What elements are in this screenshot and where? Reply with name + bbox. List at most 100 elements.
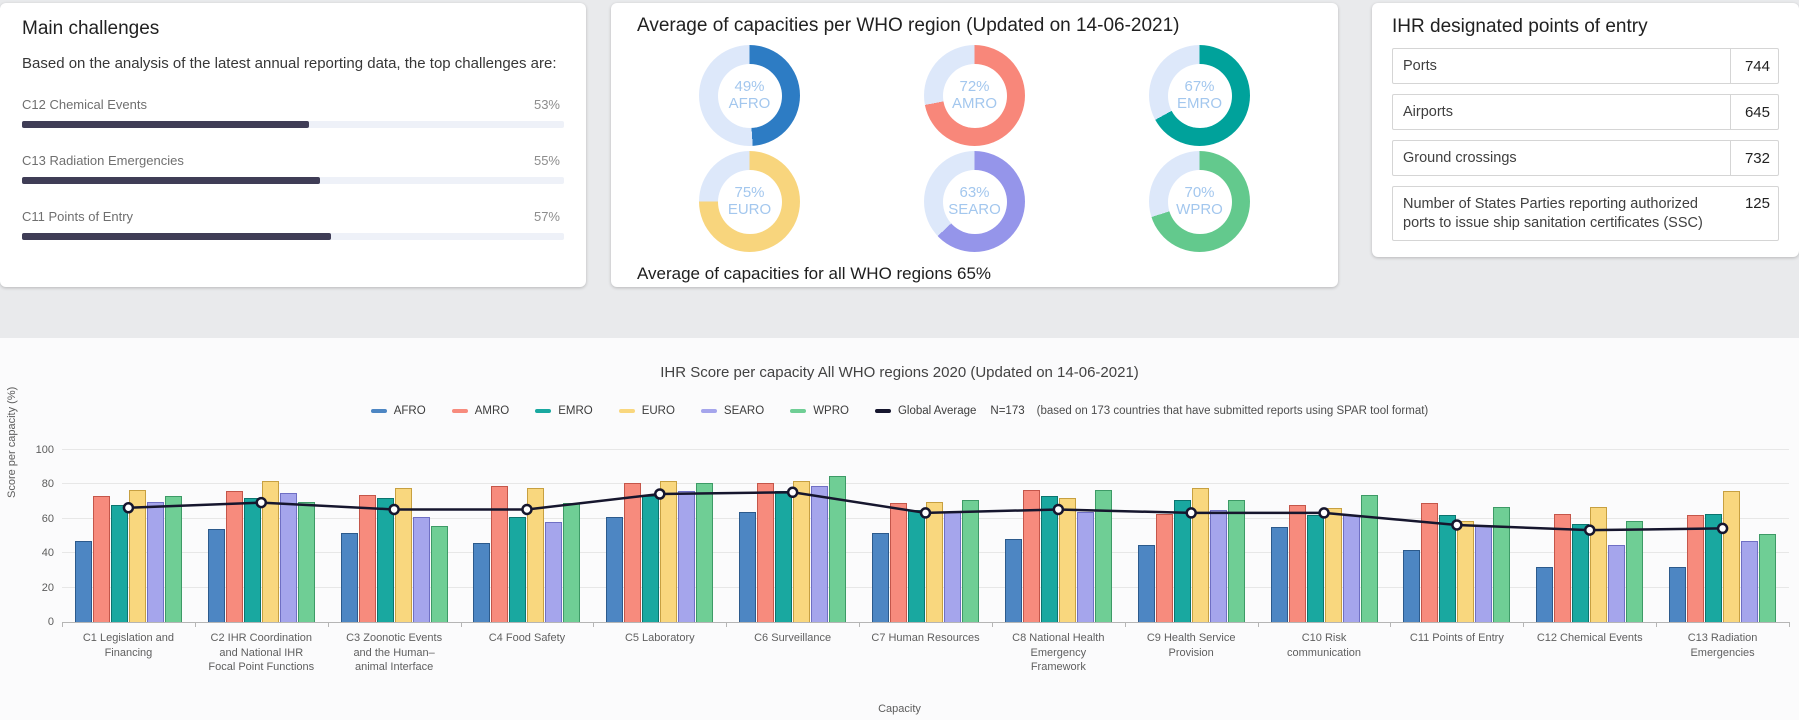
x-category-label: C12 Chemical Events	[1536, 632, 1643, 644]
bar-amro	[1554, 513, 1572, 622]
challenge-percent: 53%	[533, 97, 560, 112]
x-axis-tick	[859, 622, 861, 627]
legend-item-searo[interactable]: SEARO	[700, 405, 764, 417]
challenge-item-header: C13 Radiation Emergencies 55%	[22, 153, 564, 168]
donut-hole: 49% AFRO	[717, 63, 782, 128]
x-category-label: C2 IHR Coordination and National IHR Foc…	[208, 632, 315, 674]
bar-afro	[207, 529, 225, 622]
bar-emro	[376, 498, 394, 622]
bar-afro	[1004, 539, 1022, 622]
donut-percent-label: 67%	[1184, 77, 1215, 95]
poe-row-label: Ports	[1403, 58, 1437, 74]
bar-group	[461, 451, 594, 622]
bar-wpro	[961, 499, 979, 622]
top-panels: Main challenges Based on the analysis of…	[0, 0, 1799, 287]
legend-swatch	[451, 409, 468, 413]
x-axis-tick	[327, 622, 329, 627]
challenge-item: C11 Points of Entry 57%	[22, 209, 564, 240]
x-axis-tick	[991, 622, 993, 627]
challenge-label: C11 Points of Entry	[22, 209, 134, 224]
bar-euro	[1590, 506, 1608, 622]
x-axis-tick	[726, 622, 728, 627]
bar-emro	[907, 510, 925, 622]
legend-label: Global Average	[897, 405, 977, 417]
main-challenges-subtitle: Based on the analysis of the latest annu…	[22, 55, 557, 72]
bar-searo	[545, 522, 563, 622]
legend-label: EMRO	[558, 405, 593, 417]
bar-afro	[871, 532, 889, 622]
bar-searo	[678, 491, 696, 622]
donut-region-label: AFRO	[728, 94, 771, 112]
bar-euro	[1191, 487, 1209, 622]
x-axis-tick	[62, 622, 63, 627]
x-category-label: C3 Zoonotic Events and the Human–animal …	[346, 632, 443, 674]
bar-wpro	[829, 475, 847, 622]
challenge-percent: 55%	[533, 153, 560, 168]
bar-searo	[1475, 525, 1493, 622]
bar-group	[1390, 451, 1523, 622]
region-donut: 70% WPRO	[1149, 151, 1250, 252]
bar-wpro	[297, 501, 315, 622]
region-donut: 75% EURO	[699, 151, 800, 252]
bar-afro	[1270, 527, 1288, 622]
legend-item-global-average[interactable]: Global Average	[874, 405, 977, 417]
bar-wpro	[1360, 494, 1378, 622]
bar-wpro	[563, 503, 581, 622]
bar-searo	[1076, 511, 1094, 622]
bar-amro	[1022, 489, 1040, 622]
bar-afro	[1137, 544, 1155, 622]
legend-swatch	[700, 409, 717, 413]
legend-item-afro[interactable]: AFRO	[370, 405, 426, 417]
x-category-label: C10 Risk communication	[1287, 632, 1361, 659]
gridline	[62, 483, 1789, 485]
donut-hole: 67% EMRO	[1167, 63, 1232, 128]
bar-amro	[624, 482, 642, 622]
y-tick-label: 60	[41, 512, 54, 525]
challenge-item: C13 Radiation Emergencies 55%	[22, 153, 564, 184]
x-axis-tick	[593, 622, 595, 627]
bar-euro	[261, 480, 279, 622]
y-tick-label: 0	[47, 616, 54, 628]
challenge-bar-track	[22, 177, 564, 184]
gridline	[62, 552, 1789, 554]
bar-wpro	[1094, 489, 1112, 622]
legend-swatch	[370, 409, 387, 413]
bar-searo	[1342, 515, 1360, 622]
donut-region-label: EMRO	[1177, 94, 1222, 112]
legend-swatch	[618, 409, 635, 413]
bar-searo	[146, 501, 164, 622]
bar-wpro	[164, 496, 182, 622]
legend-item-wpro[interactable]: WPRO	[790, 405, 849, 417]
plot-area: 0 20 40 60 80 100	[36, 444, 1790, 628]
donut-region-label: SEARO	[948, 200, 1001, 218]
bar-searo	[1209, 510, 1227, 622]
challenge-bar-fill	[22, 177, 321, 184]
region-donut: 63% SEARO	[924, 151, 1025, 252]
legend-label: WPRO	[813, 405, 849, 417]
bar-euro	[1324, 508, 1342, 622]
region-averages-card: Average of capacities per WHO region (Up…	[611, 3, 1338, 287]
bar-euro	[1058, 498, 1076, 622]
donut-hole: 63% SEARO	[942, 169, 1007, 234]
region-donut: 72% AMRO	[924, 45, 1025, 146]
x-axis-tick	[1523, 622, 1525, 627]
legend-item-emro[interactable]: EMRO	[535, 405, 593, 417]
region-donut: 49% AFRO	[699, 45, 800, 146]
legend-item-euro[interactable]: EURO	[618, 405, 675, 417]
bar-wpro	[1626, 520, 1644, 622]
poe-row-label: Number of States Parties reporting autho…	[1403, 196, 1703, 231]
points-of-entry-card: IHR designated points of entry Ports 744 A…	[1372, 3, 1799, 257]
bar-group	[195, 451, 328, 622]
x-labels: C1 Legislation and Financing C2 IHR Coord…	[62, 631, 1789, 675]
legend-item-amro[interactable]: AMRO	[451, 405, 510, 417]
bar-euro	[1723, 491, 1741, 622]
region-averages-title: Average of capacities per WHO region (Up…	[637, 15, 1180, 36]
donut-ring: 49% AFRO	[699, 45, 800, 146]
chart-legend: AFRO AMRO EMRO EURO SEARO WPRO Global Average N…	[0, 405, 1799, 417]
legend-label: AMRO	[474, 405, 510, 417]
main-challenges-card: Main challenges Based on the analysis of…	[0, 3, 586, 287]
x-category-label: C11 Points of Entry	[1409, 632, 1504, 644]
challenge-label: C13 Radiation Emergencies	[22, 153, 184, 168]
bar-amro	[1687, 515, 1705, 622]
legend-label: AFRO	[393, 405, 426, 417]
